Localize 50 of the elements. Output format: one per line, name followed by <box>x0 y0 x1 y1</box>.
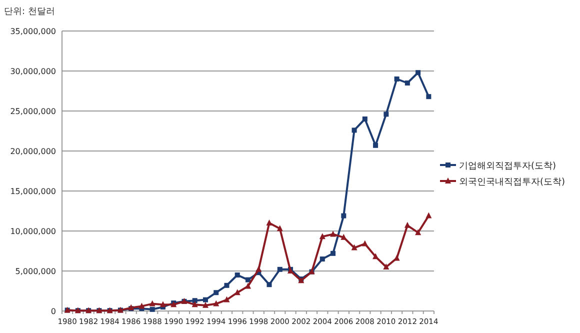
point <box>340 234 347 240</box>
point <box>266 282 272 288</box>
point <box>426 212 432 218</box>
point <box>213 300 220 306</box>
point <box>352 128 357 133</box>
point <box>246 277 250 282</box>
point <box>384 112 389 117</box>
point <box>266 220 272 226</box>
point <box>330 250 336 256</box>
point <box>234 272 240 278</box>
point <box>341 213 346 218</box>
point <box>426 94 432 100</box>
point <box>192 301 198 308</box>
y-tick-label: 35,000,000 <box>10 27 56 36</box>
point <box>383 264 390 270</box>
point <box>150 306 155 312</box>
point <box>202 297 208 302</box>
point <box>330 230 336 237</box>
point <box>149 300 156 306</box>
point <box>394 76 400 82</box>
point <box>362 240 368 246</box>
y-tick-label: 0 <box>50 307 56 316</box>
point <box>320 256 325 262</box>
point <box>351 244 358 250</box>
y-tick-label: 15,000,000 <box>10 187 56 196</box>
y-tick-label: 30,000,000 <box>10 67 56 76</box>
point <box>160 301 166 308</box>
point <box>202 302 208 308</box>
point <box>319 233 326 240</box>
legend-label: 기업해외직접투자(도착) <box>459 162 556 172</box>
point <box>373 142 378 148</box>
point <box>256 266 262 272</box>
y-tick-label: 25,000,000 <box>10 107 56 116</box>
point <box>404 80 410 86</box>
point <box>362 116 368 122</box>
legend-label: 외국인국내직접투자(도착) <box>459 178 566 188</box>
annotation: 단위: 천달러 <box>4 7 55 17</box>
point <box>192 298 198 304</box>
y-tick-label: 20,000,000 <box>10 147 56 156</box>
y-tick-label: 10,000,000 <box>10 227 56 236</box>
point <box>416 70 421 76</box>
point <box>214 290 219 296</box>
y-tick-label: 5,000,000 <box>15 267 56 276</box>
point <box>277 266 282 272</box>
point <box>224 296 230 302</box>
point <box>245 282 251 289</box>
point <box>224 282 230 288</box>
point <box>415 229 422 236</box>
point <box>138 302 145 309</box>
point <box>276 225 283 232</box>
